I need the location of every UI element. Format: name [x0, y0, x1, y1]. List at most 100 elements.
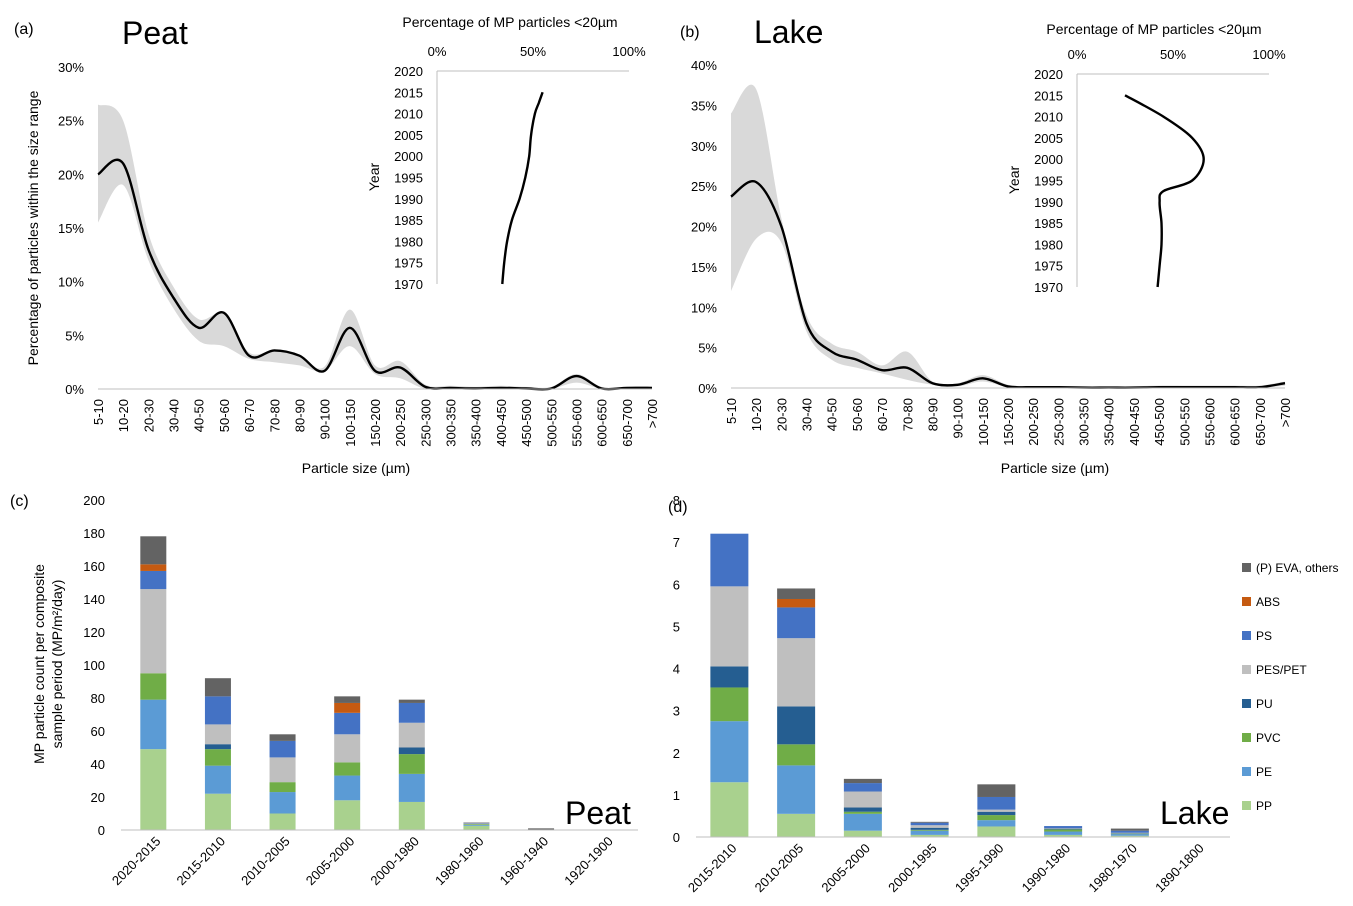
bar-segment	[777, 607, 816, 639]
legend-label: PP	[1256, 799, 1272, 813]
x-tick-label: 300-350	[444, 399, 459, 447]
x-tick-label: 90-100	[318, 399, 333, 439]
y-tick-label: 10%	[691, 300, 717, 315]
bar-segment	[977, 809, 1016, 812]
x-tick-label: 40-50	[825, 398, 840, 431]
bar-segment	[1110, 833, 1149, 834]
panel-b-inset: 0% 50% 100% 2020 2015 2010 2005 2000 1995 1990 198…	[1034, 47, 1286, 295]
x-tick-label: 300-350	[1077, 398, 1092, 446]
y-tick-label: 30%	[58, 60, 84, 75]
x-tick-label: 80-90	[925, 398, 940, 431]
x-tick-label: 1980-1970	[1085, 841, 1140, 896]
bar-segment	[777, 588, 816, 599]
inset-y-tick-label: 1975	[394, 256, 423, 271]
bar-segment	[1110, 832, 1149, 834]
x-tick-label: 60-70	[875, 398, 890, 431]
bar-segment	[334, 775, 361, 801]
panel-c: (c) 0 20 40 60 80 100 120 140 160 180 200 2020-201…	[10, 493, 638, 888]
bar-segment	[269, 734, 296, 741]
bar-segment	[463, 822, 490, 824]
panel-a-y-ticks: 0% 5% 10% 15% 20% 25% 30%	[58, 60, 84, 397]
panel-a-mean-line	[97, 158, 653, 391]
bar-segment	[334, 702, 361, 713]
range-band	[731, 84, 1285, 389]
y-tick-label: 60	[91, 724, 105, 739]
legend-swatch	[1242, 597, 1251, 606]
legend-label: PS	[1256, 629, 1272, 643]
panel-b-x-ticks: 5-10 10-20 20-30 30-40 40-50 50-60 60-70 70-80 8…	[724, 398, 1293, 446]
bar-segment	[977, 796, 1016, 810]
panel-a-inset-title: Percentage of MP particles <20µm	[402, 14, 617, 30]
bar-segment	[398, 722, 425, 748]
x-tick-label: 250-300	[418, 399, 433, 447]
bar-segment	[398, 801, 425, 830]
inset-x-tick-label: 100%	[1252, 47, 1286, 62]
bar-segment	[843, 813, 882, 831]
legend-swatch	[1242, 699, 1251, 708]
inset-y-tick-label: 2000	[1034, 152, 1063, 167]
legend-swatch	[1242, 801, 1251, 810]
x-tick-label: 150-200	[368, 399, 383, 447]
x-tick-label: 550-600	[1202, 398, 1217, 446]
bar-segment	[977, 815, 1016, 821]
bar-segment	[910, 834, 949, 837]
x-tick-label: 60-70	[242, 399, 257, 432]
x-tick-label: 2010-2005	[238, 834, 293, 889]
legend-swatch	[1242, 733, 1251, 742]
inset-y-tick-label: 1995	[1034, 174, 1063, 189]
panel-c-label: (c)	[10, 493, 29, 510]
bar-segment	[910, 827, 949, 830]
bar-segment	[140, 673, 167, 700]
inset-y-tick-label: 2020	[394, 64, 423, 79]
panel-a-label: (a)	[14, 21, 34, 38]
panel-a-range-band	[98, 104, 652, 390]
x-tick-label: 70-80	[900, 398, 915, 431]
bar-segment	[398, 702, 425, 723]
bar-segment	[910, 829, 949, 831]
x-tick-label: 250-300	[1051, 398, 1066, 446]
y-tick-label: 7	[673, 535, 680, 550]
inset-line	[501, 91, 544, 285]
panel-c-y-ticks: 0 20 40 60 80 100 120 140 160 180 200	[83, 493, 105, 838]
legend-label: PES/PET	[1256, 663, 1307, 677]
x-tick-label: 1995-1990	[952, 841, 1007, 896]
y-tick-label: 180	[83, 526, 105, 541]
x-tick-label: 2020-2015	[109, 834, 164, 889]
y-tick-label: 10%	[58, 275, 84, 290]
x-tick-label: 500-550	[544, 399, 559, 447]
inset-y-tick-label: 2020	[1034, 67, 1063, 82]
panel-d-title: Lake	[1160, 795, 1229, 831]
bar-segment	[204, 793, 231, 830]
y-tick-label: 25%	[691, 179, 717, 194]
panel-a-title: Peat	[122, 15, 188, 51]
panel-b-mean-line	[730, 180, 1286, 389]
x-tick-label: 30-40	[800, 398, 815, 431]
bar-segment	[140, 699, 167, 750]
legend-swatch	[1242, 631, 1251, 640]
bar-segment	[463, 822, 490, 824]
x-tick-label: 1920-1900	[561, 834, 616, 889]
inset-y-tick-label: 1990	[1034, 195, 1063, 210]
x-tick-label: 10-20	[116, 399, 131, 432]
bar-segment	[463, 825, 490, 826]
x-tick-label: 2005-2000	[818, 841, 873, 896]
x-tick-label: 90-100	[951, 398, 966, 438]
bar-segment	[977, 820, 1016, 827]
bar-segment	[977, 784, 1016, 797]
panel-d-label: (d)	[668, 499, 688, 516]
bar-segment	[1044, 834, 1083, 837]
x-tick-label: 450-500	[1152, 398, 1167, 446]
y-tick-label: 2	[673, 746, 680, 761]
inset-y-tick-label: 2015	[1034, 88, 1063, 103]
y-tick-label: 5%	[698, 341, 717, 356]
panel-d: (d) 0 1 2 3 4 5 6 7 8 2015-2010 2010-2005 2005-200…	[668, 493, 1338, 895]
x-tick-label: >700	[645, 399, 660, 428]
inset-x-tick-label: 50%	[1160, 47, 1186, 62]
inset-x-tick-label: 0%	[1068, 47, 1087, 62]
x-tick-label: 650-700	[620, 399, 635, 447]
bar-segment	[977, 826, 1016, 837]
x-tick-label: 20-30	[774, 398, 789, 431]
x-tick-label: 1980-1960	[432, 834, 487, 889]
inset-y-tick-label: 2015	[394, 85, 423, 100]
